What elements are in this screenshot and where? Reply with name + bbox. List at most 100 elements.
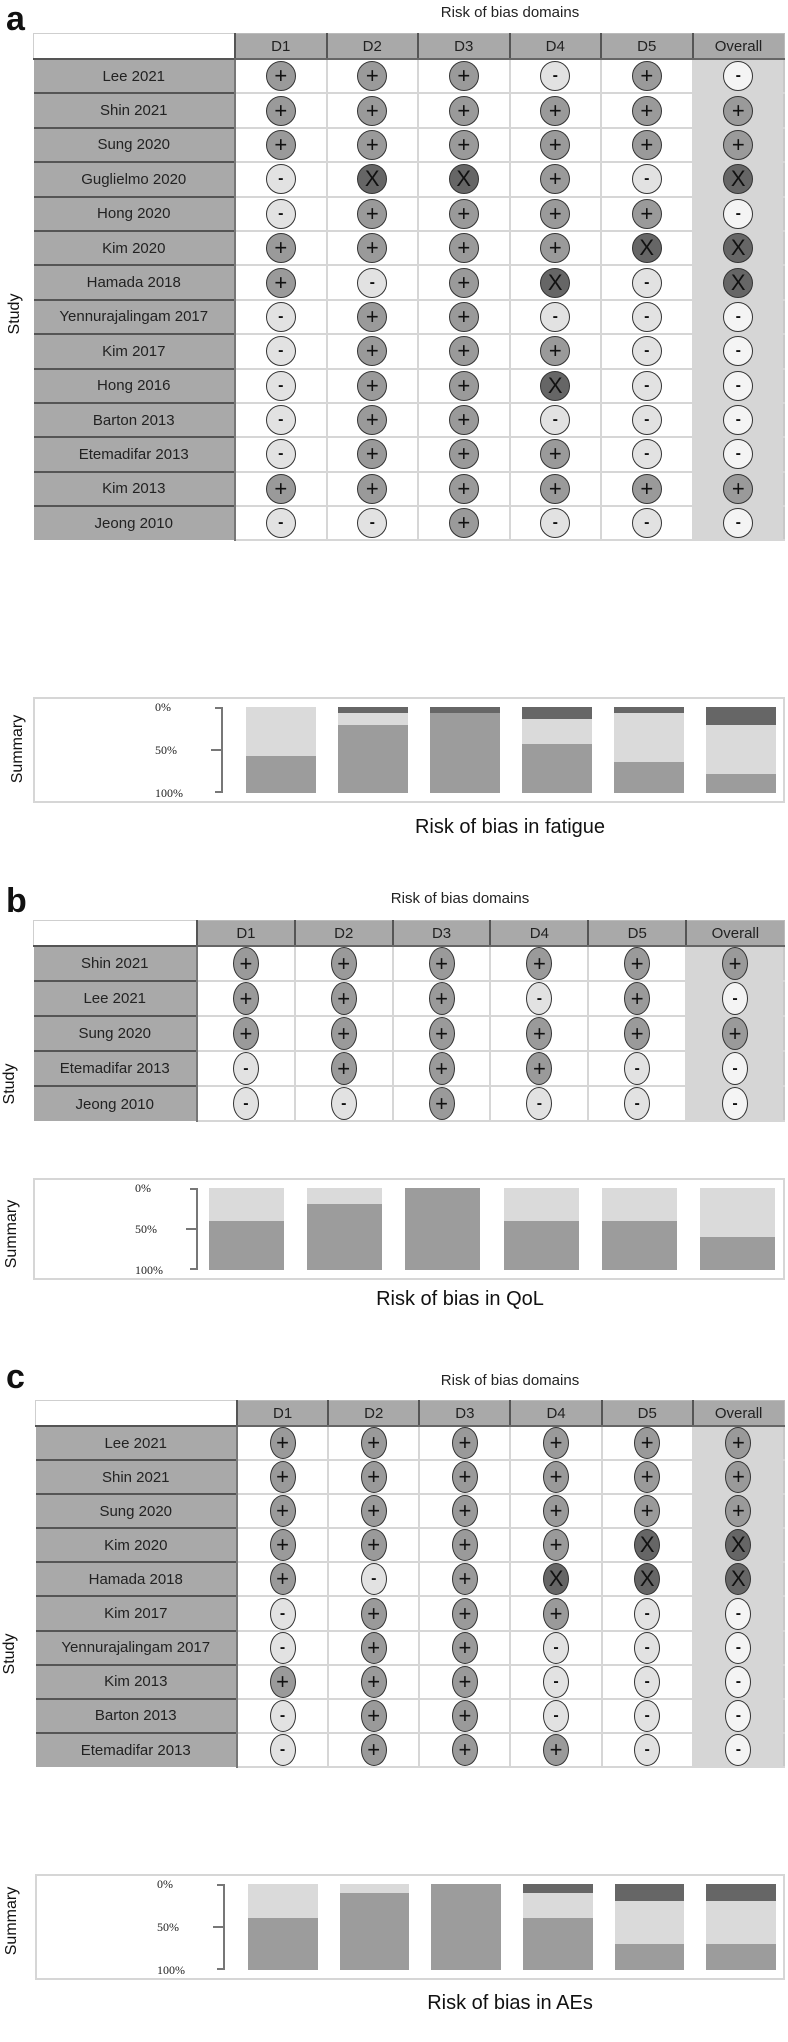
bar-segment-some-concerns	[307, 1188, 382, 1205]
low-risk-plus-icon: +	[451, 1495, 478, 1528]
some-concerns-minus-icon: -	[269, 1733, 296, 1766]
some-concerns-minus-icon: -	[722, 982, 749, 1015]
some-concerns-minus-icon: -	[722, 1052, 749, 1085]
low-risk-plus-icon: +	[451, 1733, 478, 1766]
low-risk-plus-icon: +	[357, 370, 388, 401]
judgement-symbol: +	[365, 131, 379, 157]
some-concerns-minus-icon: -	[265, 405, 296, 436]
some-concerns-minus-icon: -	[723, 301, 754, 332]
judgement-cell-d3: +	[417, 401, 511, 439]
judgement-cell-d5: -	[600, 1629, 694, 1666]
judgement-symbol: +	[549, 1464, 563, 1490]
low-risk-plus-icon: +	[624, 1017, 651, 1050]
some-concerns-minus-icon: -	[631, 301, 662, 332]
study-name: Hamada 2018	[35, 1561, 238, 1597]
judgement-cell-d3: +	[418, 1731, 512, 1768]
judgement-symbol: +	[731, 97, 745, 123]
column-header-overall: Overall	[685, 920, 785, 947]
panel-caption: Risk of bias in QoL	[376, 1288, 544, 1310]
judgement-symbol: -	[552, 67, 558, 85]
judgement-cell-d4: -	[509, 1663, 603, 1700]
study-name: Jeong 2010	[33, 1085, 198, 1121]
judgement-cell-d4: +	[509, 1595, 603, 1632]
table-row: Hamada 2018 + - + X X X	[35, 1561, 786, 1598]
judgement-cell-d4: -	[509, 1629, 603, 1666]
table-row: Etemadifar 2013 - + + + - -	[35, 1731, 786, 1768]
judgement-symbol: +	[457, 131, 471, 157]
low-risk-plus-icon: +	[723, 473, 754, 504]
low-risk-plus-icon: +	[357, 129, 388, 160]
judgement-cell-d5: +	[600, 470, 694, 508]
bar-segment-some-concerns	[523, 1892, 593, 1919]
judgement-symbol: -	[644, 170, 650, 188]
judgement-symbol: +	[457, 269, 471, 295]
judgement-cell-d2: X	[325, 161, 419, 198]
judgement-symbol: -	[732, 1059, 738, 1077]
judgement-symbol: +	[630, 950, 644, 976]
study-name: Hamada 2018	[33, 264, 236, 300]
judgement-symbol: +	[367, 1532, 381, 1558]
bar-segment-high	[706, 707, 776, 726]
judgement-symbol: +	[274, 63, 288, 89]
judgement-symbol: +	[367, 1736, 381, 1762]
study-name: Barton 2013	[33, 401, 236, 438]
judgement-symbol: +	[367, 1464, 381, 1490]
y-tick-label: 100%	[157, 1963, 185, 1977]
judgement-symbol: +	[435, 1090, 448, 1116]
judgement-cell-d5: -	[600, 1731, 694, 1768]
judgement-symbol: -	[552, 307, 558, 325]
some-concerns-minus-icon: -	[265, 370, 296, 401]
judgement-cell-d5: +	[587, 945, 688, 982]
some-concerns-minus-icon: -	[631, 164, 662, 195]
low-risk-plus-icon: +	[722, 947, 749, 980]
judgement-symbol: +	[457, 407, 471, 433]
y-tick-label: 0%	[157, 1877, 173, 1891]
judgement-cell-d5: -	[600, 436, 694, 473]
some-concerns-minus-icon: -	[725, 1665, 752, 1698]
summary-chart: 0% 50% 100%	[33, 1178, 785, 1280]
judgement-symbol: -	[735, 307, 741, 325]
some-concerns-minus-icon: -	[631, 439, 662, 470]
judgement-symbol: +	[548, 166, 562, 192]
judgement-symbol: -	[644, 1604, 650, 1622]
judgement-cell-d1: -	[234, 367, 328, 404]
judgement-symbol: -	[243, 1059, 249, 1077]
judgement-symbol: X	[639, 1532, 655, 1558]
judgement-symbol: +	[274, 235, 288, 261]
bar-segment-some-concerns	[208, 1188, 284, 1221]
judgement-cell-d2: +	[325, 57, 419, 95]
low-risk-plus-icon: +	[360, 1427, 387, 1460]
judgement-cell-d5: -	[587, 1050, 688, 1087]
judgement-cell-overall: -	[691, 195, 785, 232]
judgement-cell-d2: +	[293, 945, 394, 982]
judgement-symbol: +	[458, 1634, 472, 1660]
panel-a: a Risk of bias domains Study D1 D2 D3 D4 D5 O…	[0, 0, 788, 870]
low-risk-plus-icon: +	[360, 1631, 387, 1664]
table-row: Hong 2020 - + + + + -	[33, 195, 785, 232]
judgement-cell-overall: +	[691, 470, 785, 508]
judgement-symbol: +	[435, 1020, 448, 1046]
judgement-symbol: X	[547, 372, 563, 398]
judgement-symbol: +	[457, 97, 471, 123]
judgement-symbol: +	[457, 63, 471, 89]
judgement-cell-d1: +	[234, 264, 328, 301]
y-tick-label: 0%	[155, 700, 171, 714]
y-tick-label: 50%	[135, 1222, 157, 1236]
some-concerns-minus-icon: -	[543, 1631, 570, 1664]
table-row: Hong 2016 - + + X - -	[33, 367, 785, 404]
summary-bar-d2	[307, 1188, 382, 1270]
low-risk-plus-icon: +	[448, 233, 479, 264]
judgement-cell-d2: +	[293, 1015, 394, 1052]
judgement-symbol: +	[365, 63, 379, 89]
judgement-cell-d4: -	[508, 57, 602, 95]
y-tick-label: 100%	[135, 1263, 163, 1277]
judgement-symbol: X	[456, 166, 472, 192]
bar-segment-low	[706, 774, 776, 793]
low-risk-plus-icon: +	[725, 1495, 752, 1528]
judgement-cell-overall: X	[691, 229, 785, 267]
y-axis-bracket	[217, 1884, 225, 1970]
judgement-symbol: +	[532, 1055, 546, 1081]
table-row: Lee 2021 + + + + + +	[35, 1424, 786, 1462]
judgement-cell-overall: -	[691, 57, 785, 95]
judgement-cell-d1: +	[235, 1459, 330, 1496]
